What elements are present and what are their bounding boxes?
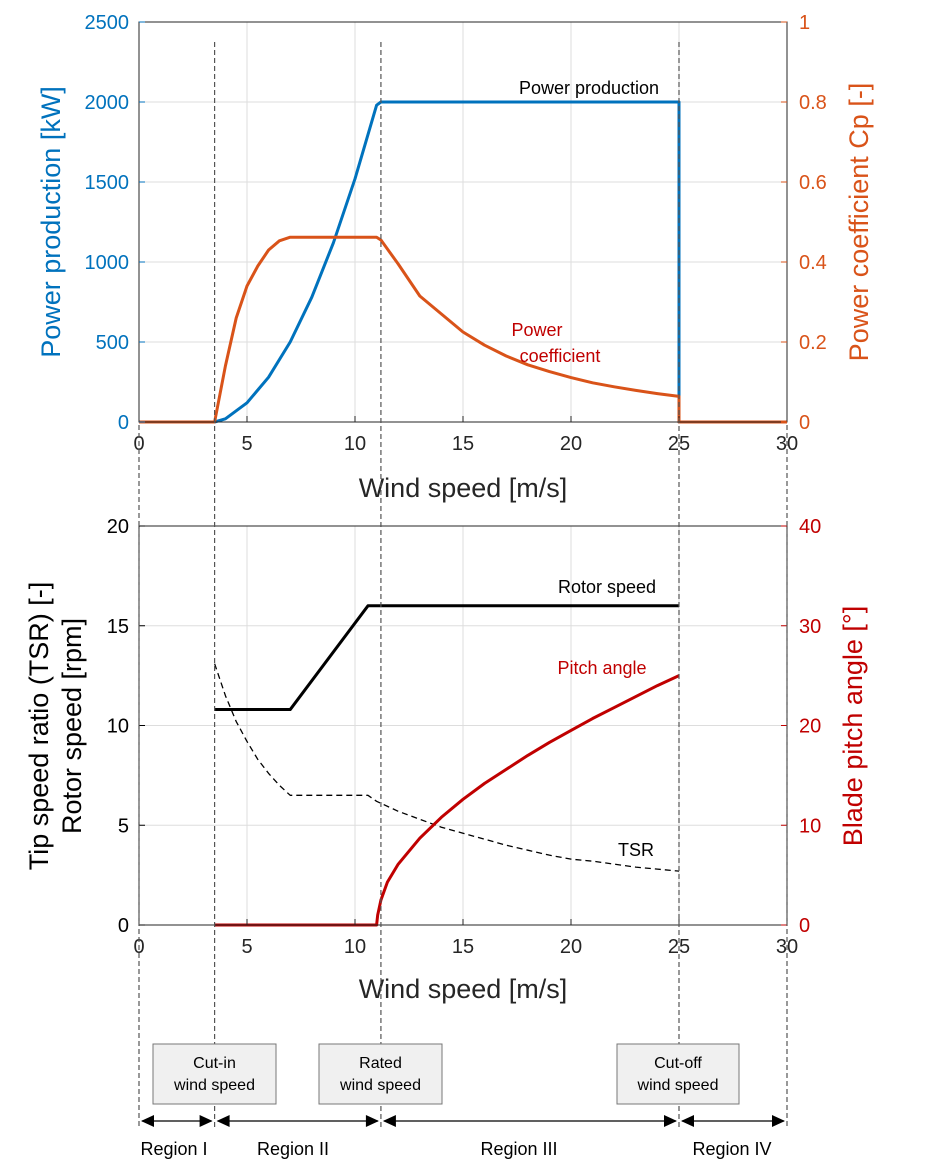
rotor-pitch-chart-ytick-right-label-3: 30 <box>799 616 821 638</box>
rotor-pitch-chart-ytick-left-label-4: 20 <box>107 516 129 538</box>
rotor-pitch-chart-series-rotor-speed <box>214 604 679 712</box>
box-cut-in-line1: Cut-in <box>193 1055 236 1072</box>
rotor-pitch-chart-xtick-label-4: 20 <box>560 936 582 958</box>
power-chart-ytick-left-label-1: 500 <box>96 332 129 354</box>
annotation-power: Power <box>511 320 562 340</box>
power-chart-ytick-left-label-0: 0 <box>118 412 129 434</box>
power-chart-ytick-left-label-3: 1500 <box>85 172 130 194</box>
power-chart-ytick-right-label-3: 0.6 <box>799 172 827 194</box>
annotation-rotor-speed: Rotor speed <box>558 577 656 597</box>
region-arrowhead-right-3 <box>664 1115 677 1127</box>
region-label-3: Region III <box>480 1139 557 1159</box>
box-rated-line2: wind speed <box>339 1077 421 1094</box>
rotor-pitch-chart-ytick-left-label-2: 10 <box>107 716 129 738</box>
annotation-tsr: TSR <box>618 840 654 860</box>
power-chart-ylabel-right: Power coefficient Cp [-] <box>844 83 874 362</box>
region-arrowhead-right-2 <box>365 1115 379 1127</box>
rotor-pitch-chart-ytick-left-label-1: 5 <box>118 815 129 837</box>
rotor-pitch-chart-ytick-right-label-1: 10 <box>799 815 821 837</box>
rotor-pitch-chart-ylabel-left-2: Rotor speed [rpm] <box>57 618 87 834</box>
rotor-pitch-chart-ytick-left-label-3: 15 <box>107 616 129 638</box>
rotor-pitch-chart-ytick-right-label-2: 20 <box>799 716 821 738</box>
power-chart-series-power-coefficient <box>139 235 787 424</box>
power-chart-ylabel-left: Power production [kW] <box>36 86 66 358</box>
rotor-pitch-chart-xtick-label-2: 10 <box>344 936 366 958</box>
power-chart-xlabel: Wind speed [m/s] <box>359 473 568 503</box>
box-cut-off-line2: wind speed <box>637 1077 719 1094</box>
annotation-coefficient: coefficient <box>520 346 601 366</box>
box-cut-off-line1: Cut-off <box>654 1055 702 1072</box>
region-arrowhead-right-4 <box>772 1115 785 1127</box>
region-label-2: Region II <box>257 1139 329 1159</box>
power-chart-ytick-right-label-2: 0.4 <box>799 252 827 274</box>
power-chart-xtick-label-2: 10 <box>344 433 366 455</box>
power-chart-ytick-left-label-5: 2500 <box>85 12 130 34</box>
region-arrowhead-left-4 <box>681 1115 694 1127</box>
rotor-pitch-chart-ytick-right-label-0: 0 <box>799 915 810 937</box>
rotor-pitch-chart-ytick-left-label-0: 0 <box>118 915 129 937</box>
rotor-pitch-chart-ylabel-right: Blade pitch angle [°] <box>838 606 868 846</box>
power-chart-xtick-label-4: 20 <box>560 433 582 455</box>
power-chart-ytick-left-label-4: 2000 <box>85 92 130 114</box>
power-chart-ytick-right-label-4: 0.8 <box>799 92 827 114</box>
annotation-pitch-angle: Pitch angle <box>557 658 646 678</box>
region-arrowhead-left-1 <box>141 1115 154 1127</box>
region-arrowhead-left-2 <box>216 1115 230 1127</box>
rotor-pitch-chart-series-tsr <box>213 663 680 872</box>
annotation-power-production: Power production <box>519 78 659 98</box>
region-label-4: Region IV <box>692 1139 771 1159</box>
box-cut-off: Cut-off wind speed <box>616 1043 740 1105</box>
rotor-pitch-chart-ytick-right-label-4: 40 <box>799 516 821 538</box>
power-chart-ytick-right-label-0: 0 <box>799 412 810 434</box>
rotor-pitch-chart-ylabel-left-1: Tip speed ratio (TSR) [-] <box>24 582 54 871</box>
power-chart-ytick-left-label-2: 1000 <box>85 252 130 274</box>
rotor-pitch-chart-xtick-label-1: 5 <box>241 936 252 958</box>
box-rated: Rated wind speed <box>318 1043 443 1105</box>
region-arrowhead-right-1 <box>199 1115 213 1127</box>
box-cut-in-line2: wind speed <box>173 1077 255 1094</box>
region-diagram: Cut-in wind speed Rated wind speed Cut-o… <box>138 42 788 1159</box>
power-chart-series-power-production <box>139 100 787 424</box>
region-arrowhead-left-3 <box>382 1115 396 1127</box>
power-chart-xtick-label-1: 5 <box>241 433 252 455</box>
rotor-pitch-chart-xlabel: Wind speed [m/s] <box>359 974 568 1004</box>
region-label-1: Region I <box>140 1139 207 1159</box>
box-rated-line1: Rated <box>359 1055 402 1072</box>
rotor-pitch-chart-xtick-label-3: 15 <box>452 936 474 958</box>
box-cut-in: Cut-in wind speed <box>152 1043 277 1105</box>
power-chart-xtick-label-3: 15 <box>452 433 474 455</box>
power-chart-ytick-right-label-1: 0.2 <box>799 332 827 354</box>
power-chart-ytick-right-label-5: 1 <box>799 12 810 34</box>
